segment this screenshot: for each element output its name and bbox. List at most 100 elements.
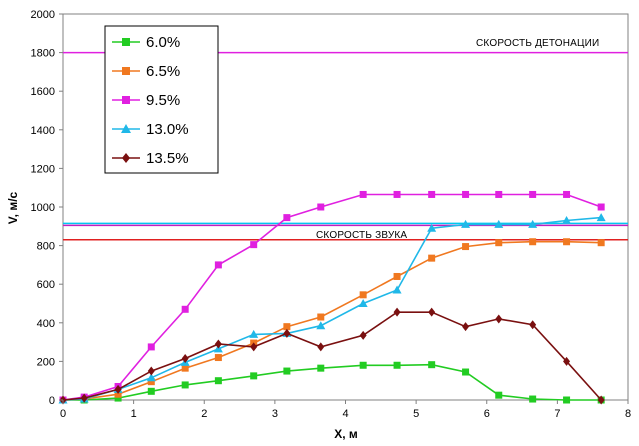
x-tick-label: 3 xyxy=(272,408,278,420)
data-point xyxy=(495,314,503,324)
y-tick-label: 1800 xyxy=(31,48,55,60)
legend-entry: 6.5% xyxy=(112,63,180,80)
data-point xyxy=(393,361,401,369)
data-point xyxy=(597,395,605,405)
data-point xyxy=(427,223,437,232)
data-point xyxy=(563,396,571,404)
series-13.5% xyxy=(59,307,605,405)
data-point xyxy=(147,378,155,386)
data-point xyxy=(392,285,402,294)
legend-label: 6.5% xyxy=(146,63,180,80)
data-point xyxy=(214,377,222,385)
data-point xyxy=(317,313,325,321)
data-point xyxy=(529,395,537,403)
data-point xyxy=(359,190,367,198)
y-tick-label: 800 xyxy=(37,241,55,253)
data-point xyxy=(317,364,325,372)
x-axis-ticks: 0 1 2 3 4 5 6 7 8 xyxy=(60,400,631,420)
data-point xyxy=(462,322,470,332)
y-tick-label: 400 xyxy=(37,318,55,330)
data-point xyxy=(358,299,368,307)
x-axis-title: X, м xyxy=(334,427,358,441)
legend-label: 13.5% xyxy=(146,150,189,167)
x-tick-label: 7 xyxy=(554,408,560,420)
data-point xyxy=(393,190,401,198)
data-point xyxy=(562,216,572,225)
data-point xyxy=(596,213,606,222)
x-tick-label: 0 xyxy=(60,408,66,420)
x-tick-label: 8 xyxy=(625,408,631,420)
y-tick-label: 1200 xyxy=(31,163,55,175)
data-point xyxy=(393,307,401,317)
data-point xyxy=(317,342,325,352)
data-point xyxy=(250,372,258,380)
legend-entry: 9.5% xyxy=(112,92,180,109)
data-point xyxy=(428,307,436,317)
legend-entry: 6.0% xyxy=(112,34,180,51)
data-point xyxy=(122,67,130,75)
data-point xyxy=(462,243,470,251)
data-point xyxy=(563,190,571,198)
legend-entry: 13.0% xyxy=(112,121,189,138)
y-axis-title: V, м/с xyxy=(6,191,20,224)
legend-label: 13.0% xyxy=(146,121,189,138)
data-point xyxy=(181,354,189,364)
data-point xyxy=(122,96,130,104)
data-point xyxy=(495,239,503,247)
data-point xyxy=(359,361,367,369)
y-tick-label: 200 xyxy=(37,356,55,368)
y-tick-label: 2000 xyxy=(31,9,55,21)
y-tick-label: 0 xyxy=(49,395,55,407)
data-point xyxy=(528,219,538,228)
data-point xyxy=(597,203,605,211)
data-point xyxy=(283,323,291,331)
data-point xyxy=(283,367,291,375)
x-tick-label: 6 xyxy=(484,408,490,420)
y-tick-label: 1000 xyxy=(31,202,55,214)
legend: 6.0% 6.5% 9.5% 13.0% 13.5% xyxy=(104,25,219,174)
data-point xyxy=(393,272,401,280)
data-point xyxy=(462,190,470,198)
data-point xyxy=(249,329,259,338)
data-point xyxy=(214,354,222,362)
data-point xyxy=(114,390,122,398)
data-point xyxy=(114,384,122,394)
data-point xyxy=(428,190,436,198)
y-tick-label: 1600 xyxy=(31,86,55,98)
data-point xyxy=(122,38,130,46)
data-point xyxy=(250,241,258,249)
data-point xyxy=(529,238,537,246)
data-point xyxy=(214,339,222,349)
data-point xyxy=(181,381,189,389)
detonation-speed-label: СКОРОСТЬ ДЕТОНАЦИИ xyxy=(476,38,599,49)
data-point xyxy=(495,190,503,198)
data-point xyxy=(181,305,189,313)
series-6.0% xyxy=(59,361,605,404)
sound-speed-label: СКОРОСТЬ ЗВУКА xyxy=(316,230,407,241)
data-point xyxy=(462,368,470,376)
x-tick-label: 4 xyxy=(342,408,348,420)
data-point xyxy=(250,342,258,352)
data-point xyxy=(359,330,367,340)
data-point xyxy=(461,219,471,228)
x-tick-label: 5 xyxy=(413,408,419,420)
data-point xyxy=(597,239,605,247)
data-point xyxy=(428,361,436,369)
legend-entry: 13.5% xyxy=(112,150,189,167)
data-point xyxy=(181,364,189,372)
legend-label: 9.5% xyxy=(146,92,180,109)
data-point xyxy=(214,261,222,269)
y-axis-ticks: 0 200 400 600 800 1000 1200 1400 1600 1800 2000 xyxy=(31,9,63,407)
data-point xyxy=(359,291,367,299)
data-point xyxy=(147,343,155,351)
data-point xyxy=(147,387,155,395)
data-point xyxy=(495,391,503,399)
data-point xyxy=(147,366,155,376)
data-point xyxy=(146,373,156,382)
x-tick-label: 2 xyxy=(201,408,207,420)
data-point xyxy=(316,321,326,330)
data-point xyxy=(529,190,537,198)
data-point xyxy=(494,219,504,228)
data-point xyxy=(317,203,325,211)
